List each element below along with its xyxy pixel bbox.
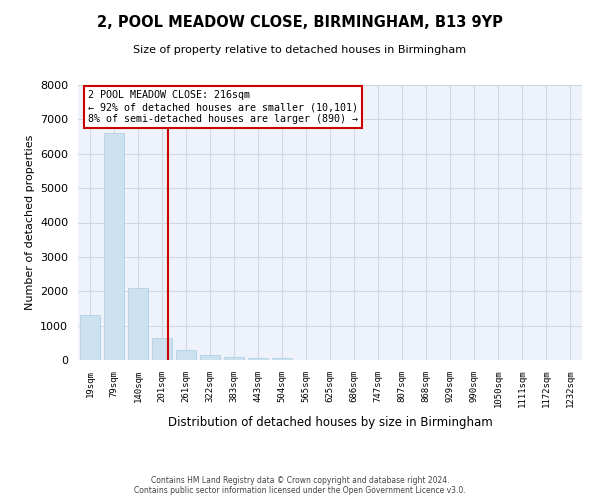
Bar (128, 288, 148, 360)
Text: 2, POOL MEADOW CLOSE, BIRMINGHAM, B13 9YP: 2, POOL MEADOW CLOSE, BIRMINGHAM, B13 9Y… (97, 15, 503, 30)
Bar (200, 355, 220, 360)
Bar (176, 350, 196, 360)
Bar (104, 133, 124, 360)
Bar (80, 316, 100, 360)
X-axis label: Distribution of detached houses by size in Birmingham: Distribution of detached houses by size … (167, 416, 493, 428)
Bar (272, 358, 292, 360)
Bar (248, 358, 268, 360)
Bar (224, 356, 244, 360)
Text: Contains HM Land Registry data © Crown copyright and database right 2024.
Contai: Contains HM Land Registry data © Crown c… (134, 476, 466, 495)
Text: 2 POOL MEADOW CLOSE: 216sqm
← 92% of detached houses are smaller (10,101)
8% of : 2 POOL MEADOW CLOSE: 216sqm ← 92% of det… (88, 90, 358, 124)
Bar (152, 338, 172, 360)
Y-axis label: Number of detached properties: Number of detached properties (25, 135, 35, 310)
Text: Size of property relative to detached houses in Birmingham: Size of property relative to detached ho… (133, 45, 467, 55)
